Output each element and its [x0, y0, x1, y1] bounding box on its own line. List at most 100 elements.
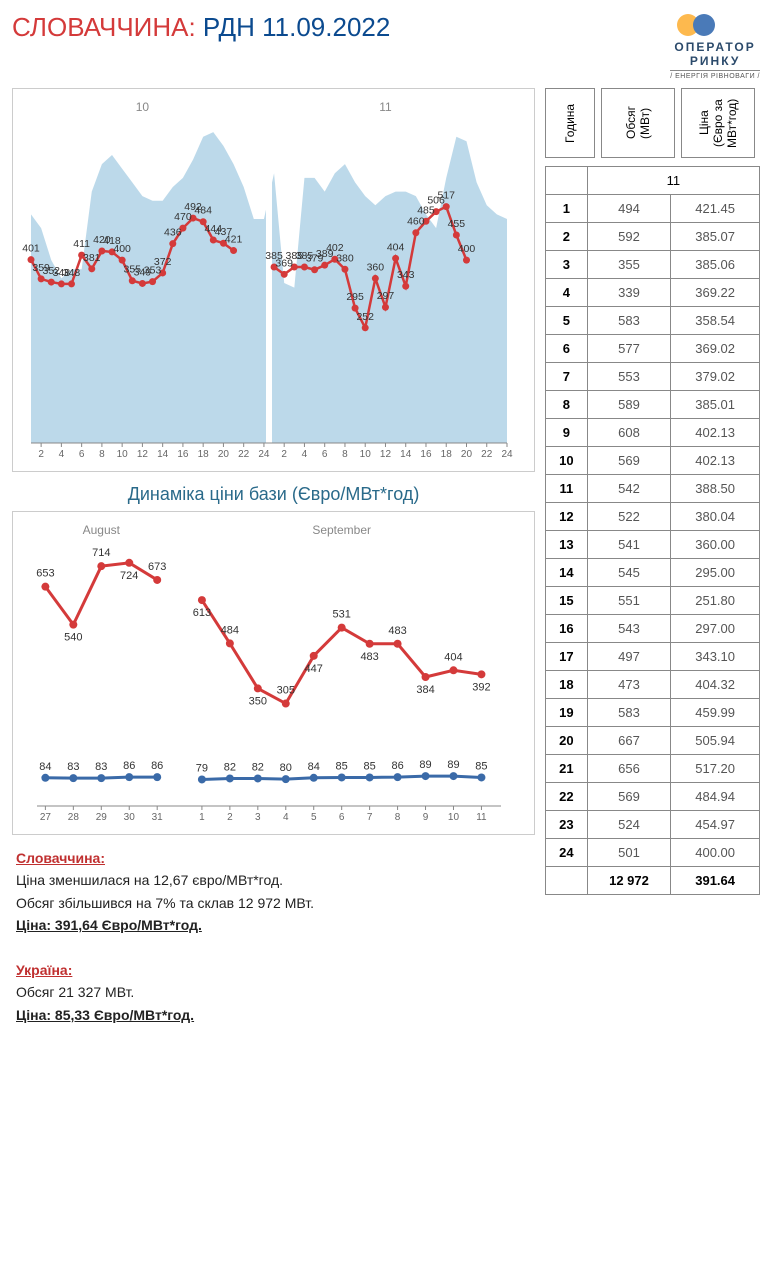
svg-text:392: 392 — [472, 681, 490, 693]
svg-text:10: 10 — [360, 449, 372, 460]
cell-price: 459.99 — [671, 699, 760, 727]
cell-hour: 2 — [546, 223, 588, 251]
svg-text:484: 484 — [221, 624, 239, 636]
svg-text:400: 400 — [113, 243, 131, 255]
svg-text:84: 84 — [39, 761, 51, 773]
cell-total-volume: 12 972 — [587, 867, 671, 895]
svg-text:8: 8 — [395, 812, 401, 823]
chart2-svg: AugustSeptember2728293031123456789101165… — [19, 520, 519, 830]
cell-total-blank — [546, 867, 588, 895]
summary-country1-heading: Словаччина: — [16, 847, 535, 869]
table-row: 18 473 404.32 — [546, 671, 760, 699]
header: СЛОВАЧЧИНА: РДН 11.09.2022 ОПЕРАТОР РИНК… — [12, 12, 760, 80]
cell-volume: 656 — [587, 755, 671, 783]
cell-price: 388.50 — [671, 475, 760, 503]
svg-text:27: 27 — [40, 812, 52, 823]
svg-text:6: 6 — [339, 812, 345, 823]
svg-text:6: 6 — [322, 449, 328, 460]
cell-hour: 15 — [546, 587, 588, 615]
cell-hour: 1 — [546, 195, 588, 223]
table-row: 5 583 358.54 — [546, 307, 760, 335]
cell-volume: 577 — [587, 335, 671, 363]
table-row: 23 524 454.97 — [546, 811, 760, 839]
cell-volume: 494 — [587, 195, 671, 223]
cell-volume: 355 — [587, 251, 671, 279]
svg-text:447: 447 — [305, 663, 323, 675]
table-row: 11 542 388.50 — [546, 475, 760, 503]
logo-text2: РИНКУ — [670, 54, 760, 68]
cell-volume: 589 — [587, 391, 671, 419]
summary-text: Словаччина: Ціна зменшилася на 12,67 євр… — [12, 847, 535, 1026]
hourly-data-table: 11 1 494 421.452 592 385.073 355 385.064… — [545, 166, 760, 895]
cell-volume: 551 — [587, 587, 671, 615]
table-row: 24 501 400.00 — [546, 839, 760, 867]
header-price: Ціна (Євро за МВт*год) — [681, 88, 755, 158]
cell-hour: 17 — [546, 643, 588, 671]
cell-volume: 524 — [587, 811, 671, 839]
svg-text:2: 2 — [281, 449, 287, 460]
cell-volume: 339 — [587, 279, 671, 307]
svg-text:724: 724 — [120, 570, 138, 582]
svg-text:343: 343 — [397, 269, 415, 281]
table-row: 13 541 360.00 — [546, 531, 760, 559]
svg-text:86: 86 — [123, 760, 135, 772]
svg-text:29: 29 — [96, 812, 108, 823]
cell-hour: 16 — [546, 615, 588, 643]
logo-icon — [670, 12, 760, 38]
svg-text:401: 401 — [22, 243, 40, 255]
svg-text:455: 455 — [448, 218, 466, 230]
cell-hour: 19 — [546, 699, 588, 727]
svg-text:86: 86 — [391, 760, 403, 772]
cell-hour: 22 — [546, 783, 588, 811]
cell-price: 369.02 — [671, 335, 760, 363]
svg-text:1: 1 — [199, 812, 205, 823]
svg-text:10: 10 — [117, 449, 129, 460]
svg-text:24: 24 — [258, 449, 270, 460]
cell-hour: 14 — [546, 559, 588, 587]
table-row: 3 355 385.06 — [546, 251, 760, 279]
table-row: 15 551 251.80 — [546, 587, 760, 615]
title-date: РДН 11.09.2022 — [203, 12, 390, 42]
cell-hour: 23 — [546, 811, 588, 839]
cell-price: 358.54 — [671, 307, 760, 335]
svg-text:30: 30 — [124, 812, 136, 823]
table-row: 22 569 484.94 — [546, 783, 760, 811]
svg-text:540: 540 — [64, 632, 82, 644]
svg-text:18: 18 — [198, 449, 210, 460]
svg-text:18: 18 — [441, 449, 453, 460]
table-row: 14 545 295.00 — [546, 559, 760, 587]
cell-volume: 543 — [587, 615, 671, 643]
svg-text:79: 79 — [196, 762, 208, 774]
svg-text:380: 380 — [336, 252, 354, 264]
cell-volume: 583 — [587, 699, 671, 727]
cell-volume: 569 — [587, 783, 671, 811]
svg-text:5: 5 — [311, 812, 317, 823]
table-row: 12 522 380.04 — [546, 503, 760, 531]
svg-text:360: 360 — [367, 261, 385, 273]
table-corner — [546, 167, 588, 195]
cell-price: 402.13 — [671, 419, 760, 447]
svg-text:372: 372 — [154, 256, 172, 268]
cell-hour: 6 — [546, 335, 588, 363]
cell-volume: 541 — [587, 531, 671, 559]
svg-text:436: 436 — [164, 227, 182, 239]
cell-price: 360.00 — [671, 531, 760, 559]
cell-volume: 522 — [587, 503, 671, 531]
svg-text:14: 14 — [157, 449, 169, 460]
table-day: 11 — [587, 167, 759, 195]
svg-text:4: 4 — [59, 449, 65, 460]
svg-text:400: 400 — [458, 243, 476, 255]
cell-price: 385.01 — [671, 391, 760, 419]
svg-text:252: 252 — [356, 311, 374, 323]
svg-text:653: 653 — [36, 568, 54, 580]
svg-text:14: 14 — [400, 449, 412, 460]
table-row: 1 494 421.45 — [546, 195, 760, 223]
data-table-panel: Година Обсяг (МВт) Ціна (Євро за МВт*год… — [545, 88, 760, 1026]
cell-hour: 5 — [546, 307, 588, 335]
svg-text:89: 89 — [419, 759, 431, 771]
cell-hour: 7 — [546, 363, 588, 391]
cell-price: 517.20 — [671, 755, 760, 783]
svg-text:22: 22 — [238, 449, 250, 460]
svg-text:85: 85 — [364, 760, 376, 772]
summary-c1-line2: Обсяг збільшився на 7% та склав 12 972 М… — [16, 892, 535, 914]
